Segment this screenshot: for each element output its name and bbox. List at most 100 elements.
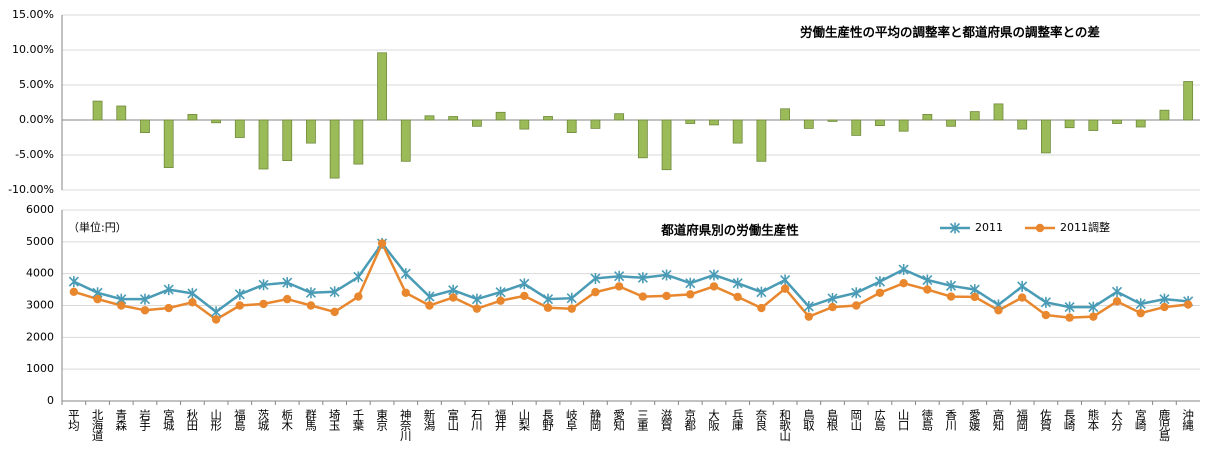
x-tick-label: 石川 (470, 409, 484, 431)
bar (1135, 119, 1146, 128)
unit-label: （単位:円） (68, 220, 127, 234)
x-tick-label: 島根 (826, 408, 840, 432)
point-marker (1159, 293, 1170, 305)
point-marker (804, 312, 814, 321)
point-marker (661, 269, 672, 281)
point-marker (306, 301, 316, 310)
legend-label: 2011調整 (1060, 220, 1110, 234)
point-marker (567, 304, 576, 313)
point-marker (330, 307, 339, 317)
y-tick-label: 4000 (26, 267, 54, 280)
point-marker (1065, 313, 1074, 322)
point-marker (93, 294, 102, 304)
point-marker (614, 270, 625, 282)
bar (803, 119, 814, 129)
x-tick-label: 山形 (209, 409, 223, 432)
point-marker (685, 277, 696, 289)
point-marker (852, 301, 861, 310)
x-tick-label: 兵庫 (731, 409, 745, 432)
x-tick-label: 和歌山 (778, 409, 792, 441)
bar (1088, 119, 1099, 131)
bar (922, 114, 933, 121)
point-marker (354, 292, 363, 301)
x-tick-label: 香川 (944, 409, 958, 431)
point-marker (732, 277, 743, 289)
point-marker (1136, 308, 1145, 318)
point-marker (235, 301, 245, 310)
point-marker (923, 285, 932, 294)
bar (448, 116, 459, 121)
x-tick-label: 山梨 (517, 409, 531, 432)
x-tick-label: 青森 (114, 409, 128, 432)
x-tick-label: 岡山 (849, 409, 863, 431)
bar (685, 119, 696, 124)
x-tick-label: 熊本 (1086, 408, 1100, 432)
x-tick-label: 佐賀 (1039, 408, 1053, 432)
x-tick-label: 長野 (541, 409, 555, 431)
point-marker (495, 286, 506, 298)
x-tick-label: 平均 (67, 409, 81, 432)
x-tick-label: 福井 (494, 408, 508, 432)
point-marker (1183, 300, 1193, 309)
point-marker (970, 292, 979, 302)
point-marker (117, 301, 126, 310)
bar (875, 119, 885, 126)
x-tick-label: 神奈川 (399, 408, 413, 441)
x-tick-label: 岩手 (138, 408, 152, 432)
bar (590, 119, 601, 129)
point-marker (899, 279, 908, 288)
point-marker (875, 288, 885, 297)
point-marker (851, 287, 862, 299)
point-marker (946, 292, 956, 301)
point-marker (709, 282, 719, 291)
y-tick-label: 0.00% (19, 113, 54, 126)
x-tick-label: 滋賀 (660, 409, 674, 432)
point-marker (803, 300, 814, 312)
point-marker (733, 292, 742, 302)
point-marker (874, 276, 886, 288)
y-tick-label: 1000 (26, 362, 54, 375)
x-tick-label: 新潟 (422, 408, 436, 432)
point-marker (898, 264, 909, 276)
bar (637, 119, 648, 159)
point-marker (590, 272, 601, 284)
point-marker (496, 296, 505, 305)
x-tick-label: 徳島 (920, 408, 934, 432)
chart-title: 労働生産性の平均の調整率と都道府県の調整率との差 (800, 25, 1100, 40)
point-marker (258, 279, 269, 291)
point-marker (662, 291, 671, 301)
point-marker (1088, 301, 1099, 313)
x-tick-label: 山口 (897, 409, 911, 431)
bar (377, 52, 387, 121)
bar (424, 115, 435, 121)
bar (187, 114, 198, 121)
x-tick-label: 茨城 (257, 408, 271, 432)
point-marker (827, 292, 838, 304)
legend-marker (949, 222, 961, 234)
bar (732, 119, 743, 144)
x-tick-label: 宮城 (162, 408, 176, 432)
point-marker (1017, 293, 1027, 302)
x-tick-label: 富山 (446, 408, 460, 431)
x-tick-label: 鳥取 (802, 408, 816, 432)
bar (353, 119, 364, 165)
point-marker (305, 287, 317, 299)
bar (519, 119, 530, 130)
bar (211, 119, 222, 124)
point-marker (401, 288, 410, 297)
point-marker (543, 303, 553, 312)
point-marker (425, 301, 434, 310)
point-marker (163, 284, 174, 296)
y-tick-label: 2000 (26, 330, 54, 343)
point-marker (1111, 286, 1123, 298)
point-marker (282, 277, 293, 289)
x-tick-label: 岐阜 (565, 409, 579, 432)
bar (780, 108, 791, 121)
y-tick-label: 3000 (26, 299, 54, 312)
y-tick-label: 5000 (26, 235, 54, 248)
point-marker (566, 292, 577, 304)
x-tick-label: 愛媛 (968, 409, 982, 432)
point-marker (188, 298, 197, 307)
point-marker (637, 272, 648, 284)
chart-title: 都道府県別の労働生産性 (660, 223, 799, 238)
